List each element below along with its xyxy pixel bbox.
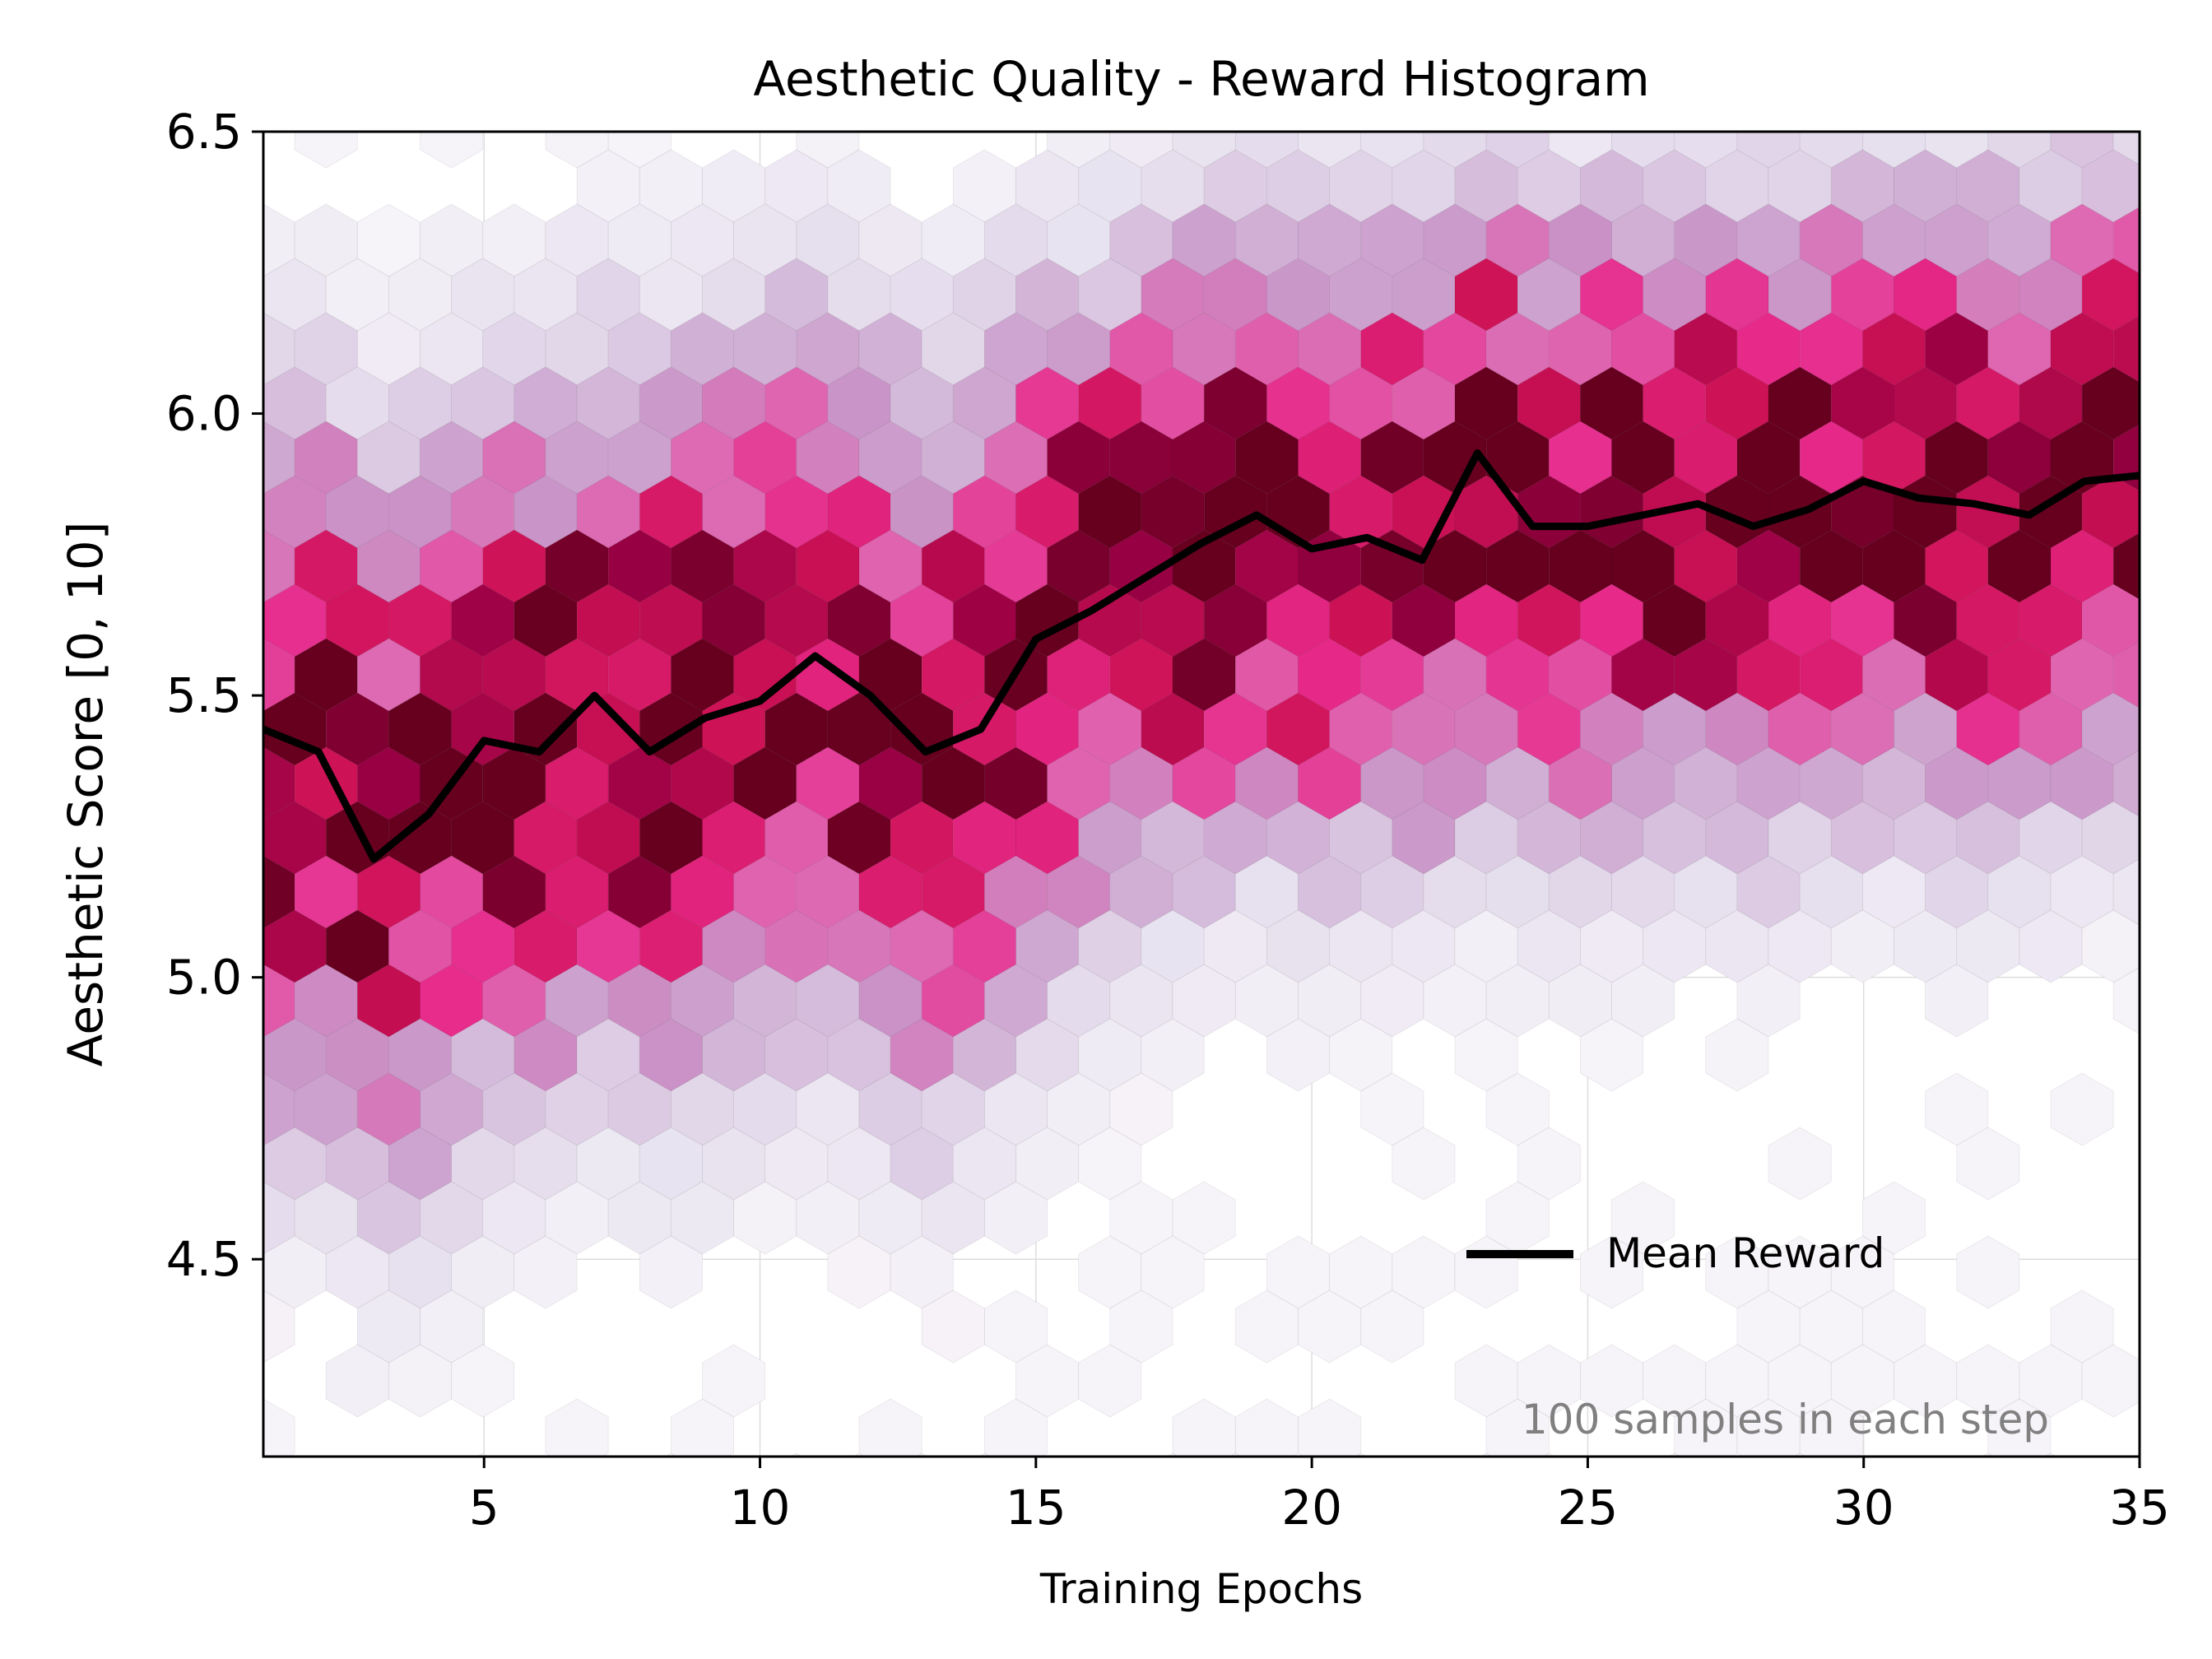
y-tick-label: 4.5 xyxy=(166,1231,242,1287)
y-tick-label: 5.5 xyxy=(166,667,242,723)
mean-reward-line xyxy=(263,449,2140,863)
x-tick-label: 35 xyxy=(2109,1480,2170,1536)
hexbin-cell xyxy=(1705,1018,1769,1092)
hexbin-cell xyxy=(2081,909,2140,983)
hexbin-cell xyxy=(984,1181,1048,1255)
hexbin-cell xyxy=(1956,1127,2020,1201)
hexbin-cell xyxy=(1580,1018,1643,1092)
x-tick-label: 25 xyxy=(1558,1480,1619,1536)
x-axis-ticks: 5 10 15 20 25 30 35 xyxy=(469,1457,2170,1536)
hexbin-cells xyxy=(263,132,2140,1457)
y-tick-label: 6.5 xyxy=(166,104,242,160)
hexbin-cell xyxy=(263,1290,295,1364)
x-tick-label: 20 xyxy=(1281,1480,1342,1536)
x-tick-label: 5 xyxy=(469,1480,500,1536)
hexbin-cell xyxy=(1392,1127,1456,1201)
x-tick-label: 30 xyxy=(1833,1480,1894,1536)
x-tick-label: 15 xyxy=(1006,1480,1066,1536)
hexbin-cell xyxy=(545,1398,609,1457)
hexbin-cell xyxy=(1580,1235,1643,1309)
hexbin-cell xyxy=(514,1235,578,1309)
mean-reward-line-group xyxy=(263,449,2140,863)
hexbin-cell xyxy=(451,1344,515,1418)
plot-frame xyxy=(262,130,2141,1458)
hexbin-cell xyxy=(294,132,358,169)
legend-label-mean-reward: Mean Reward xyxy=(1606,1229,1884,1277)
hexbin-cell xyxy=(1768,1127,1832,1201)
samples-annotation: 100 samples in each step xyxy=(1522,1396,2049,1443)
chart-title: Aesthetic Quality - Reward Histogram xyxy=(753,51,1649,107)
y-axis-label: Aesthetic Score [0, 10] xyxy=(58,522,114,1067)
y-axis-ticks: 4.5 5.0 5.5 6.0 6.5 xyxy=(166,104,263,1287)
hexbin-cell xyxy=(1360,1290,1424,1364)
hexbin-cell xyxy=(2081,1344,2140,1418)
hexbin-cell xyxy=(639,1235,703,1309)
legend: Mean Reward xyxy=(1466,1229,1884,1277)
hexbin-cell xyxy=(1078,1344,1142,1418)
y-tick-label: 5.0 xyxy=(166,950,242,1006)
hexbin-cell xyxy=(1925,964,1989,1038)
x-tick-label: 10 xyxy=(730,1480,791,1536)
hexbin-cell xyxy=(1956,1235,2020,1309)
hexbin-cell xyxy=(263,1398,295,1457)
y-tick-label: 6.0 xyxy=(166,386,242,442)
hexbin-cell xyxy=(2112,967,2140,1034)
hexbin-cell xyxy=(420,132,484,169)
hexbin-cell xyxy=(2050,1072,2114,1146)
x-axis-label: Training Epochs xyxy=(1039,1565,1363,1613)
